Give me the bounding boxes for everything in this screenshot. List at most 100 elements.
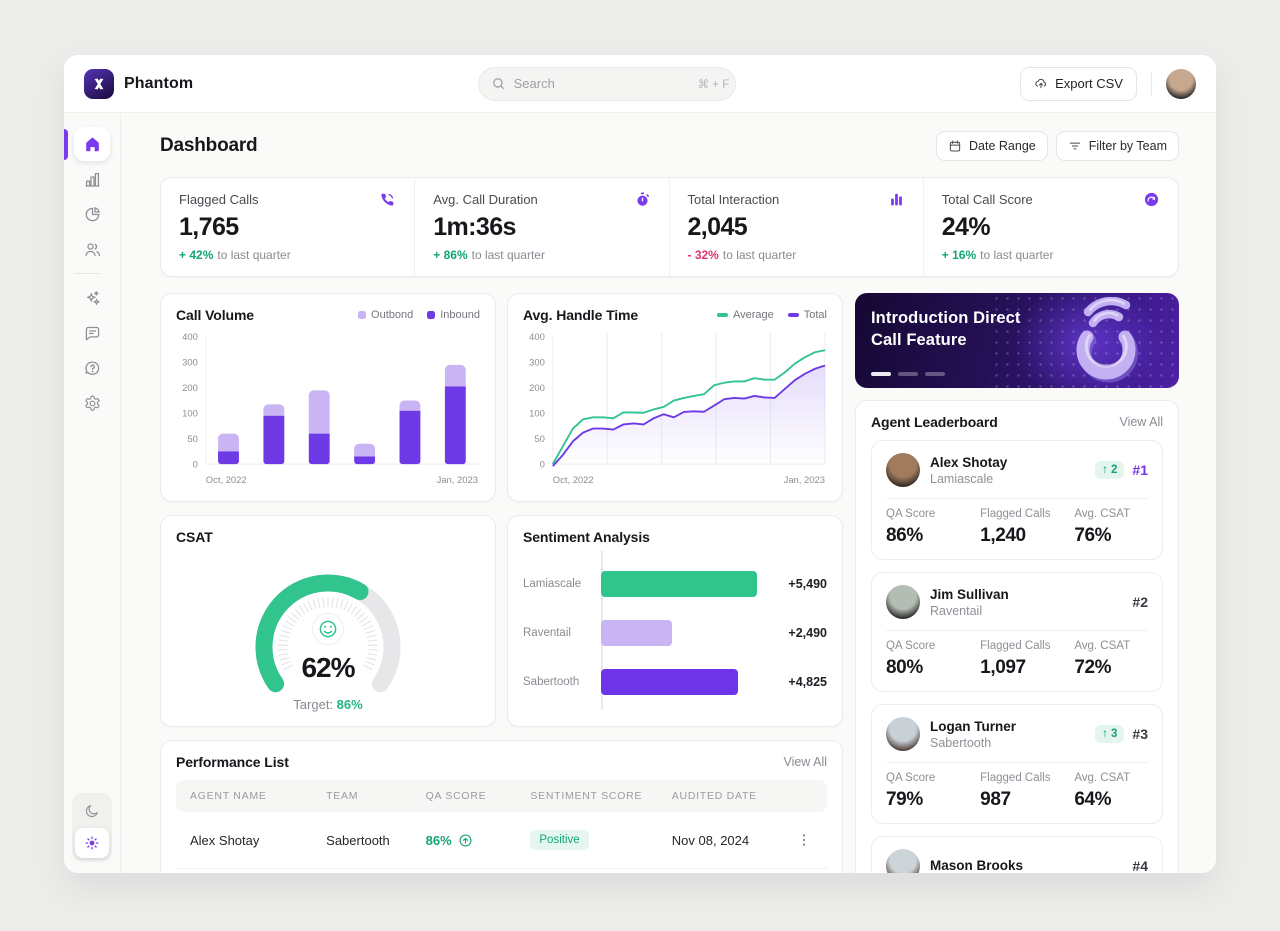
sidebar-item-settings[interactable]: [74, 386, 110, 420]
sidebar-item-analytics[interactable]: [74, 162, 110, 196]
gear-icon: [83, 394, 102, 413]
stat-label: Total Interaction: [687, 192, 780, 207]
stat-value: 1,765: [179, 213, 239, 241]
sidebar-item-agents[interactable]: [74, 232, 110, 266]
agent-avatar: [886, 453, 920, 487]
user-avatar[interactable]: [1165, 68, 1196, 99]
topbar-divider: [1150, 71, 1152, 96]
help-icon: [83, 359, 102, 378]
topbar-right: Export CSV: [1020, 66, 1196, 101]
agent-name: Mason Brooks: [930, 857, 1024, 873]
sentiment-value: +4,825: [788, 674, 827, 689]
sidebar-item-reports[interactable]: [74, 197, 110, 231]
sentiment-row: Raventail +2,490: [523, 608, 827, 657]
stat-value: 24%: [941, 213, 991, 241]
csat-target: Target: 86%: [293, 697, 363, 712]
filter-by-team-button[interactable]: Filter by Team: [1055, 131, 1179, 161]
column-header: AUDITED DATE: [671, 790, 757, 802]
brand-name: Phantom: [124, 74, 194, 92]
phantom-logo-icon: [84, 68, 114, 99]
stat-value: 2,045: [687, 213, 748, 241]
performance-view-all-link[interactable]: View All: [783, 755, 827, 769]
carousel-dash[interactable]: [871, 372, 891, 376]
page-title: Dashboard: [160, 135, 258, 156]
leaderboard-entry[interactable]: Jim Sullivan Raventail #2 QA Score 80% Flagge…: [871, 572, 1163, 692]
smiley-icon: [319, 620, 337, 638]
sidebar-item-home[interactable]: [74, 127, 110, 161]
legend-swatch: [716, 313, 728, 317]
date-range-button[interactable]: Date Range: [936, 131, 1048, 161]
carousel-dash[interactable]: [898, 372, 918, 376]
entry-stat: Avg. CSAT 64%: [1074, 772, 1131, 810]
stat-delta: + 16% to last quarter: [941, 248, 1054, 262]
legend-item: Average: [716, 309, 774, 321]
light-mode-button[interactable]: [75, 828, 109, 858]
sentiment-value: +5,490: [788, 576, 827, 591]
sentiment-label: Raventail: [523, 626, 571, 639]
entry-stat: Flagged Calls 1,097: [980, 640, 1051, 678]
stat-card: Total Interaction 2,045 - 32% to last quart…: [670, 178, 924, 276]
gauge-icon: [1143, 191, 1160, 208]
rank-change-badge: ↑ 2: [1095, 461, 1125, 479]
rank-label: #2: [1132, 594, 1148, 610]
performance-table-header: AGENT NAME TEAM QA SCORE SENTIMENT SCORE AUD…: [176, 780, 827, 812]
stat-delta: + 86% to last quarter: [433, 248, 545, 262]
leaderboard-entry[interactable]: Logan Turner Sabertooth ↑ 3 #3 QA Score 79% Fl…: [871, 704, 1163, 824]
svg-text:100: 100: [529, 407, 545, 418]
svg-text:200: 200: [529, 382, 545, 393]
export-csv-button[interactable]: Export CSV: [1020, 66, 1137, 101]
phone-3d-icon: [1045, 297, 1165, 385]
csat-title: CSAT: [176, 529, 213, 545]
rank-change-badge: ↑ 3: [1095, 725, 1125, 743]
cell-audited-date: Nov 08, 2024: [671, 832, 750, 848]
main-content: Dashboard Date Range Filter by Team Flag…: [121, 113, 1216, 873]
agent-name: Alex Shotay: [930, 454, 1008, 470]
leaderboard-view-all-link[interactable]: View All: [1119, 415, 1163, 429]
csat-card: CSAT 62% Target: 86%: [160, 515, 496, 727]
leaderboard-entry[interactable]: Alex Shotay Lamiascale ↑ 2 #1 QA Score 86% Fla…: [871, 440, 1163, 560]
search-bar: ⌘ + F: [477, 66, 736, 101]
carousel-dash[interactable]: [925, 372, 945, 376]
performance-table: AGENT NAME TEAM QA SCORE SENTIMENT SCORE AUD…: [176, 780, 827, 869]
column-header: QA SCORE: [425, 790, 487, 802]
sentiment-bar: [601, 619, 672, 646]
legend-swatch: [787, 313, 799, 317]
sidebar-item-help[interactable]: [74, 351, 110, 385]
home-icon: [83, 135, 102, 154]
svg-text:62%: 62%: [301, 652, 355, 683]
rank-label: #1: [1132, 462, 1148, 478]
filter-by-team-label: Filter by Team: [1088, 139, 1167, 153]
legend-swatch: [358, 311, 367, 319]
sidebar-item-messages[interactable]: [74, 316, 110, 350]
stat-delta: + 42% to last quarter: [179, 248, 291, 262]
call-volume-card: Call Volume Outbond Inbound 400 300 200 100 5…: [160, 293, 496, 502]
entry-divider: [886, 498, 1148, 499]
stopwatch-icon: [634, 191, 651, 208]
entry-stat: QA Score 80%: [886, 640, 936, 678]
legend-item: Total: [787, 309, 827, 321]
svg-text:100: 100: [182, 407, 198, 418]
row-menu-button[interactable]: [795, 831, 813, 849]
svg-text:200: 200: [182, 382, 198, 393]
svg-text:50: 50: [187, 433, 197, 444]
leaderboard-entry[interactable]: Mason Brooks#4QA ScoreFlagged CallsAvg. …: [871, 836, 1163, 873]
feature-banner[interactable]: Introduction Direct Call Feature: [855, 293, 1179, 388]
sentiment-badge: Positive: [530, 830, 589, 850]
legend-item: Inbound: [427, 309, 480, 321]
svg-text:Oct, 2022: Oct, 2022: [553, 474, 594, 485]
agent-avatar: [886, 849, 920, 873]
handle-time-title: Avg. Handle Time: [523, 307, 639, 323]
agent-avatar: [886, 717, 920, 751]
agent-team: Raventail: [930, 603, 983, 618]
svg-text:300: 300: [182, 357, 198, 368]
moon-icon: [84, 803, 100, 819]
sentiment-bar: [601, 570, 757, 597]
sentiment-row: Sabertooth +4,825: [523, 657, 827, 706]
cell-team: Sabertooth: [326, 832, 390, 848]
entry-divider: [886, 630, 1148, 631]
sidebar-item-ai-assist[interactable]: [74, 281, 110, 315]
search-input[interactable]: [513, 76, 690, 91]
chat-icon: [83, 324, 102, 343]
sentiment-label: Lamiascale: [523, 577, 582, 590]
dark-mode-button[interactable]: [75, 796, 109, 826]
